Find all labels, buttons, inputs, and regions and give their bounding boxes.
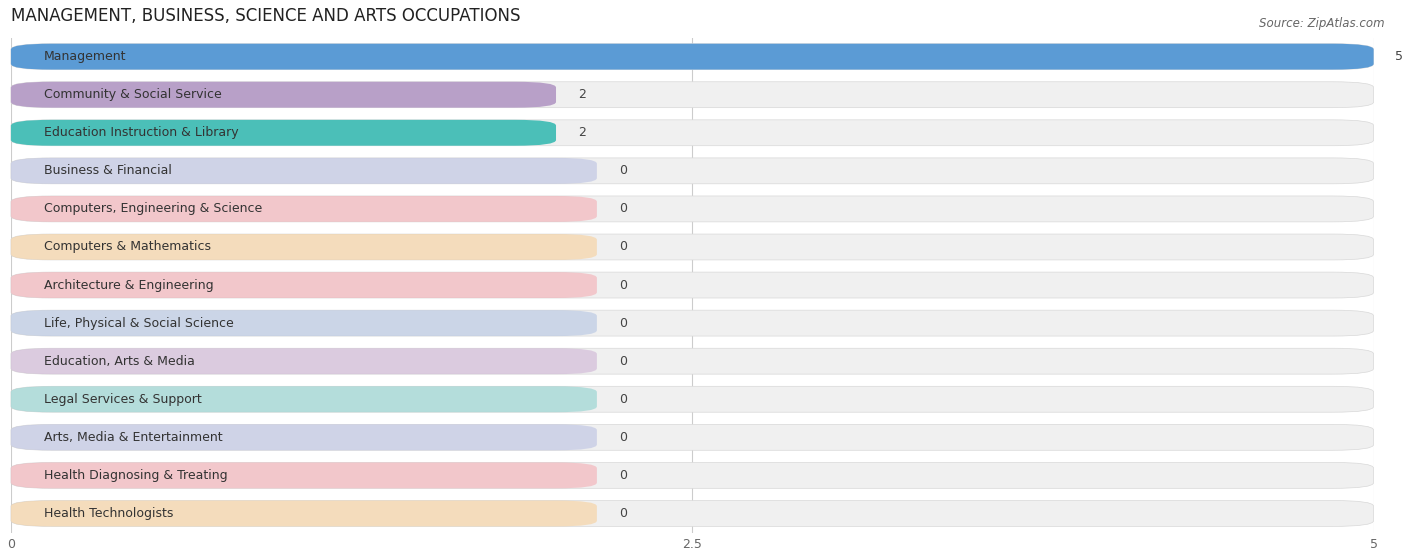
FancyBboxPatch shape [11,44,1374,70]
Text: Community & Social Service: Community & Social Service [44,88,221,101]
FancyBboxPatch shape [11,44,1374,70]
Text: Architecture & Engineering: Architecture & Engineering [44,278,214,292]
Text: 0: 0 [619,165,627,177]
FancyBboxPatch shape [11,272,1374,298]
Text: 0: 0 [619,316,627,330]
FancyBboxPatch shape [11,348,598,374]
FancyBboxPatch shape [11,82,1374,108]
FancyBboxPatch shape [11,196,598,222]
FancyBboxPatch shape [11,501,598,526]
Text: 0: 0 [619,278,627,292]
FancyBboxPatch shape [11,234,1374,260]
FancyBboxPatch shape [11,386,598,412]
FancyBboxPatch shape [11,425,598,450]
FancyBboxPatch shape [11,386,1374,412]
FancyBboxPatch shape [11,310,598,336]
Text: Business & Financial: Business & Financial [44,165,172,177]
FancyBboxPatch shape [11,272,598,298]
FancyBboxPatch shape [11,348,1374,374]
Text: 0: 0 [619,355,627,368]
Text: Life, Physical & Social Science: Life, Physical & Social Science [44,316,233,330]
FancyBboxPatch shape [11,158,598,184]
Text: 0: 0 [619,469,627,482]
Text: Arts, Media & Entertainment: Arts, Media & Entertainment [44,431,222,444]
Text: 2: 2 [578,126,586,140]
Text: Education Instruction & Library: Education Instruction & Library [44,126,238,140]
Text: Health Diagnosing & Treating: Health Diagnosing & Treating [44,469,228,482]
Text: 5: 5 [1395,50,1403,63]
FancyBboxPatch shape [11,196,1374,222]
FancyBboxPatch shape [11,501,1374,526]
FancyBboxPatch shape [11,234,598,260]
Text: Legal Services & Support: Legal Services & Support [44,393,201,406]
Text: 0: 0 [619,507,627,520]
Text: 0: 0 [619,431,627,444]
FancyBboxPatch shape [11,310,1374,336]
Text: Health Technologists: Health Technologists [44,507,173,520]
Text: 0: 0 [619,393,627,406]
Text: Source: ZipAtlas.com: Source: ZipAtlas.com [1260,17,1385,30]
Text: 0: 0 [619,240,627,253]
FancyBboxPatch shape [11,120,1374,146]
FancyBboxPatch shape [11,425,1374,450]
Text: Computers & Mathematics: Computers & Mathematics [44,240,211,253]
FancyBboxPatch shape [11,158,1374,184]
FancyBboxPatch shape [11,82,555,108]
FancyBboxPatch shape [11,463,1374,488]
Text: Management: Management [44,50,127,63]
Text: 2: 2 [578,88,586,101]
Text: 0: 0 [619,203,627,215]
FancyBboxPatch shape [11,463,598,488]
Text: Computers, Engineering & Science: Computers, Engineering & Science [44,203,262,215]
Text: Education, Arts & Media: Education, Arts & Media [44,355,194,368]
FancyBboxPatch shape [11,120,555,146]
Text: MANAGEMENT, BUSINESS, SCIENCE AND ARTS OCCUPATIONS: MANAGEMENT, BUSINESS, SCIENCE AND ARTS O… [11,7,520,25]
